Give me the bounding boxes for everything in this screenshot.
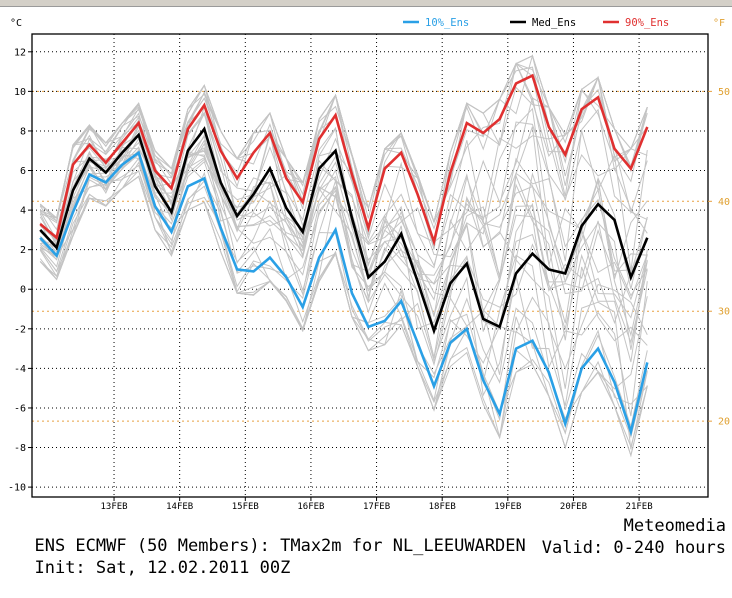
fahrenheit-tick-label: 20 <box>718 417 730 428</box>
y-tick-label: 10 <box>14 87 26 98</box>
y-tick-label: 4 <box>20 206 26 217</box>
footer-title: ENS ECMWF (50 Members): TMax2m for NL_LE… <box>34 536 526 556</box>
ensemble-member-line <box>39 111 648 271</box>
series-line-medens <box>39 126 649 335</box>
y-tick-label: 0 <box>20 285 26 296</box>
ensemble-temperature-chart: -10 -8 -6 -4 -2 0 2 4 6 8 10 12 13FEB 14FEB 15FEB 16FEB… <box>8 17 730 512</box>
x-tick-label: 21FEB <box>626 502 653 512</box>
ensemble-member-line <box>40 62 648 231</box>
y-tick-label: 8 <box>20 126 26 137</box>
ensemble-member-line <box>39 97 648 267</box>
fahrenheit-tick-label: 40 <box>718 197 730 208</box>
x-tick-label: 19FEB <box>494 502 521 512</box>
footer-title-row: ENS ECMWF (50 Members): TMax2m for NL_LE… <box>14 516 726 576</box>
y-tick-label: -4 <box>14 364 26 375</box>
footer-init-time: Init: Sat, 12.02.2011 00Z <box>34 558 291 578</box>
ensemble-member-line <box>39 146 648 317</box>
plot-frame <box>31 33 709 498</box>
window-top-strip <box>0 0 732 7</box>
x-tick-label: 16FEB <box>297 502 324 512</box>
y-tick-label: 12 <box>14 47 26 58</box>
series-line-90ens <box>39 73 649 247</box>
legend-item: 90%_Ens <box>603 17 669 29</box>
legend-item: Med_Ens <box>510 17 576 29</box>
footer-valid-range: Valid: 0-240 hours <box>541 538 726 558</box>
footer-provider: Meteomedia <box>623 516 726 536</box>
y-tick-label: 6 <box>20 166 26 177</box>
x-tick-label: 18FEB <box>429 502 456 512</box>
fahrenheit-tick-label: 30 <box>718 307 730 318</box>
x-tick-label: 17FEB <box>363 502 390 512</box>
series-line-10ens <box>39 150 649 437</box>
ensemble-member-line <box>39 160 648 417</box>
ensemble-members <box>39 54 648 458</box>
y-tick-label: -10 <box>8 483 26 494</box>
y-tick-label: 2 <box>20 245 26 256</box>
fahrenheit-tick-label: 50 <box>718 87 730 98</box>
y-unit-label-right: °F <box>713 18 725 29</box>
footer-init-row: Init: Sat, 12.02.2011 00Z Valid: 0-240 h… <box>14 538 726 598</box>
legend-label: 90%_Ens <box>625 17 669 29</box>
x-tick-label: 15FEB <box>232 502 259 512</box>
x-tick-label: 14FEB <box>166 502 193 512</box>
y-tick-label: -6 <box>14 403 26 414</box>
legend-label: Med_Ens <box>532 17 576 29</box>
y-unit-label-left: °C <box>10 18 22 29</box>
x-tick-label: 13FEB <box>100 502 127 512</box>
y-tick-label: -2 <box>14 324 26 335</box>
y-tick-label: -8 <box>14 443 26 454</box>
legend-item: 10%_Ens <box>403 17 469 29</box>
legend-label: 10%_Ens <box>425 17 469 29</box>
x-tick-label: 20FEB <box>560 502 587 512</box>
